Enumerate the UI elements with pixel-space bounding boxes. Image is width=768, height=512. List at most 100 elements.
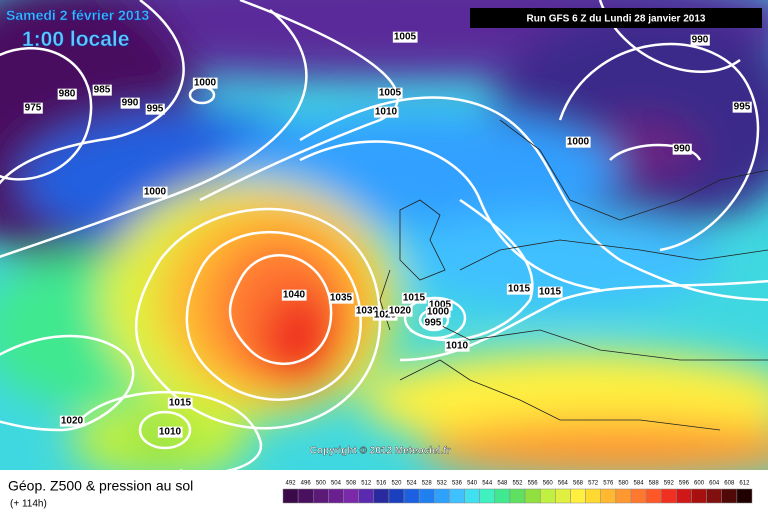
color-swatch	[358, 488, 375, 504]
level-label: 612	[739, 481, 750, 487]
isobar-label-bg	[377, 87, 403, 99]
isobar-label-bg	[401, 292, 427, 304]
color-swatch	[539, 488, 556, 504]
isobar-label-bg	[372, 309, 398, 321]
isobar-label-bg	[427, 299, 453, 311]
level-label: 528	[422, 481, 433, 487]
color-swatch	[676, 488, 692, 504]
color-swatch	[403, 488, 420, 504]
isobar-label: 1005	[394, 32, 417, 43]
level-label: 560	[543, 481, 554, 487]
level-label: 496	[301, 481, 312, 487]
isobar-label-bg	[672, 143, 692, 155]
color-swatch	[721, 488, 738, 504]
copyright: Copyright © 2012 Meteociel.fr	[310, 446, 451, 457]
isobar-label: 985	[94, 85, 111, 96]
color-swatch	[388, 488, 405, 504]
isobar-label: 1035	[330, 293, 353, 304]
isobar-label: 990	[692, 35, 709, 46]
run-box	[470, 8, 762, 28]
level-label: 608	[724, 481, 735, 487]
isobar-label-bg	[392, 31, 418, 43]
isobar-label-bg	[59, 415, 85, 427]
isobar-label-bg	[92, 84, 112, 96]
level-label: 584	[634, 481, 645, 487]
isobar-label-bg	[537, 286, 563, 298]
isobar-label: 1000	[194, 78, 217, 89]
isobar-label-bg	[120, 97, 140, 109]
level-label: 568	[573, 481, 584, 487]
color-swatch	[555, 488, 571, 504]
map-date: Samedi 2 février 2013	[6, 7, 149, 23]
level-label: 512	[361, 481, 372, 487]
isobar-label-bg	[281, 289, 307, 301]
level-label: 508	[346, 481, 357, 487]
color-swatch	[313, 488, 329, 504]
isobar-label: 1010	[375, 107, 398, 118]
level-label: 552	[512, 481, 523, 487]
color-swatch	[464, 488, 480, 504]
isobar-label-bg	[565, 136, 591, 148]
isobar-label: 990	[122, 98, 139, 109]
isobar-label: 995	[147, 104, 164, 115]
color-swatch	[645, 488, 662, 504]
isobar-label: 1015	[508, 284, 531, 295]
color-swatch	[706, 488, 722, 504]
color-swatch	[449, 488, 465, 504]
isobar-label-bg	[423, 317, 443, 329]
level-label: 536	[452, 481, 463, 487]
isobar-label: 975	[25, 103, 42, 114]
isobar-label: 1010	[446, 341, 469, 352]
isobar-label-bg	[142, 186, 168, 198]
isobar-label-bg	[145, 103, 165, 115]
isobar-label: 980	[59, 89, 76, 100]
color-swatch	[691, 488, 707, 504]
level-label: 500	[316, 481, 327, 487]
isobar-label: 1000	[427, 307, 450, 318]
isobar-label-bg	[192, 77, 218, 89]
level-label: 520	[391, 481, 402, 487]
isobar-label-bg	[167, 397, 193, 409]
color-swatch	[418, 488, 435, 504]
color-swatch	[479, 488, 496, 504]
level-label: 588	[649, 481, 660, 487]
level-label: 572	[588, 481, 599, 487]
color-swatch	[660, 488, 677, 504]
isobar-label-bg	[373, 106, 399, 118]
level-label: 516	[376, 481, 387, 487]
color-swatch	[297, 488, 314, 504]
isobar-label-bg	[690, 34, 710, 46]
color-swatch	[343, 488, 359, 504]
level-label: 576	[603, 481, 614, 487]
legend-title: Géop. Z500 & pression au sol	[8, 478, 193, 494]
isobar-label: 1015	[169, 398, 192, 409]
color-swatch	[600, 488, 617, 504]
level-label: 524	[407, 481, 418, 487]
isobar-label: 1000	[144, 187, 167, 198]
level-label: 592	[664, 481, 675, 487]
level-label: 564	[558, 481, 569, 487]
legend-lead: (+ 114h)	[10, 499, 47, 510]
color-swatch	[328, 488, 344, 504]
isobar-label: 1005	[429, 300, 452, 311]
level-label: 604	[709, 481, 720, 487]
isobar-label: 1015	[403, 293, 426, 304]
color-swatch	[585, 488, 601, 504]
level-label: 540	[467, 481, 478, 487]
isobar-label: 1015	[539, 287, 562, 298]
level-label: 580	[618, 481, 629, 487]
isobar-label: 995	[425, 318, 442, 329]
color-swatch	[615, 488, 632, 504]
level-label: 544	[482, 481, 493, 487]
isobar-label: 990	[674, 144, 691, 155]
isobar-label: 1040	[283, 290, 306, 301]
color-swatch	[524, 488, 541, 504]
isobar-label-bg	[732, 101, 752, 113]
isobar-label: 995	[734, 102, 751, 113]
map-time: 1:00 locale	[22, 28, 129, 51]
isobar-label: 1025	[374, 310, 397, 321]
isobar-label: 1000	[567, 137, 590, 148]
